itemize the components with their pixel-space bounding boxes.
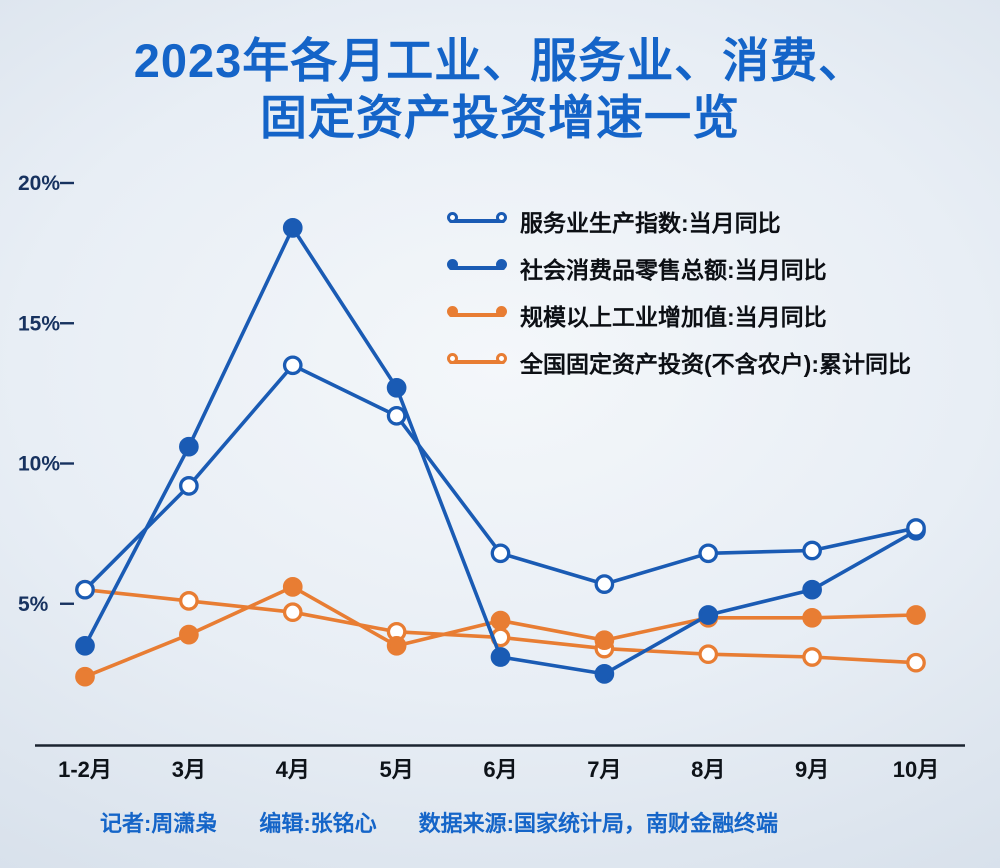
data-point-marker <box>282 577 303 597</box>
data-point-marker <box>75 579 95 600</box>
legend-item-fixed-asset-investment: 全国固定资产投资(不含农户):累计同比 <box>447 347 911 377</box>
data-point-marker <box>282 602 303 623</box>
page-title: 2023年各月工业、服务业、消费、 固定资产投资增速一览 <box>0 32 1000 147</box>
legend-line-icon <box>449 266 505 270</box>
data-point-marker <box>698 644 719 665</box>
legend-marker-icon <box>447 259 507 277</box>
y-axis-tick-label: 10% <box>18 453 60 476</box>
legend-dot-icon <box>447 259 458 270</box>
footer-data-source: 数据来源:国家统计局，南财金融终端 <box>418 811 778 836</box>
data-point-marker <box>75 666 95 687</box>
data-point-marker <box>75 635 95 656</box>
data-point-marker <box>386 635 407 656</box>
legend-item-retail-sales: 社会消费品零售总额:当月同比 <box>447 253 911 283</box>
legend-label: 规模以上工业增加值:当月同比 <box>520 304 827 330</box>
legend-label: 社会消费品零售总额:当月同比 <box>520 257 827 283</box>
legend-label: 服务业生产指数:当月同比 <box>520 210 781 236</box>
data-point-marker <box>386 405 407 426</box>
footer-editor: 编辑:张铭心 <box>259 811 377 836</box>
legend-dot-icon <box>496 212 507 223</box>
legend-dot-icon <box>447 306 458 317</box>
chart-legend: 服务业生产指数:当月同比 社会消费品零售总额:当月同比 规模以上工业增加值:当月… <box>447 206 911 377</box>
legend-dot-icon <box>496 306 507 317</box>
data-point-marker <box>906 605 926 625</box>
legend-dot-icon <box>496 259 507 270</box>
data-point-marker <box>802 579 822 600</box>
data-point-marker <box>698 543 719 564</box>
x-axis-label: 5月 <box>380 757 414 782</box>
y-axis-tick-label: 15% <box>18 312 60 335</box>
data-point-marker <box>179 624 199 645</box>
legend-dot-icon <box>496 353 507 364</box>
data-point-marker <box>802 647 822 667</box>
data-point-marker <box>282 355 303 376</box>
data-point-marker <box>594 630 615 651</box>
page-title-line2: 固定资产投资增速一览 <box>260 91 740 145</box>
x-axis-label: 7月 <box>587 757 621 782</box>
footer-reporter: 记者:周潇枭 <box>100 811 218 836</box>
data-point-marker <box>179 436 199 457</box>
x-axis-label: 1-2月 <box>58 757 112 782</box>
x-axis-label: 3月 <box>172 757 206 782</box>
data-point-marker <box>282 218 303 238</box>
legend-label: 全国固定资产投资(不含农户):累计同比 <box>520 351 911 377</box>
data-point-marker <box>179 591 199 611</box>
data-point-marker <box>594 574 615 594</box>
page-title-line1: 2023年各月工业、服务业、消费、 <box>133 34 867 87</box>
data-point-marker <box>490 543 511 564</box>
legend-line-icon <box>449 313 505 317</box>
data-point-marker <box>802 540 822 561</box>
footer-credits: 记者:周潇枭 编辑:张铭心 数据来源:国家统计局，南财金融终端 <box>100 806 778 838</box>
y-axis-tick-label: 5% <box>18 593 49 616</box>
legend-marker-icon <box>447 212 507 230</box>
y-axis-tick-label: 20% <box>18 172 60 195</box>
data-point-marker <box>490 610 511 631</box>
legend-dot-icon <box>447 353 458 364</box>
legend-item-services-index: 服务业生产指数:当月同比 <box>447 206 911 236</box>
x-axis-label: 9月 <box>795 757 829 782</box>
legend-marker-icon <box>447 306 507 324</box>
data-point-marker <box>906 518 926 538</box>
data-point-marker <box>179 476 199 496</box>
legend-dot-icon <box>447 212 458 223</box>
x-axis-label: 4月 <box>276 757 310 782</box>
legend-line-icon <box>449 219 505 223</box>
data-point-marker <box>802 607 822 628</box>
legend-marker-icon <box>447 353 507 371</box>
data-point-marker <box>490 647 511 667</box>
data-point-marker <box>698 605 719 625</box>
x-axis-label: 8月 <box>691 757 725 782</box>
data-point-marker <box>594 664 615 684</box>
data-point-marker <box>906 652 926 673</box>
legend-line-icon <box>449 360 505 364</box>
x-axis-label: 6月 <box>483 757 517 782</box>
legend-item-industrial-value: 规模以上工业增加值:当月同比 <box>447 300 911 330</box>
data-point-marker <box>386 377 407 398</box>
x-axis-label: 10月 <box>893 757 939 782</box>
